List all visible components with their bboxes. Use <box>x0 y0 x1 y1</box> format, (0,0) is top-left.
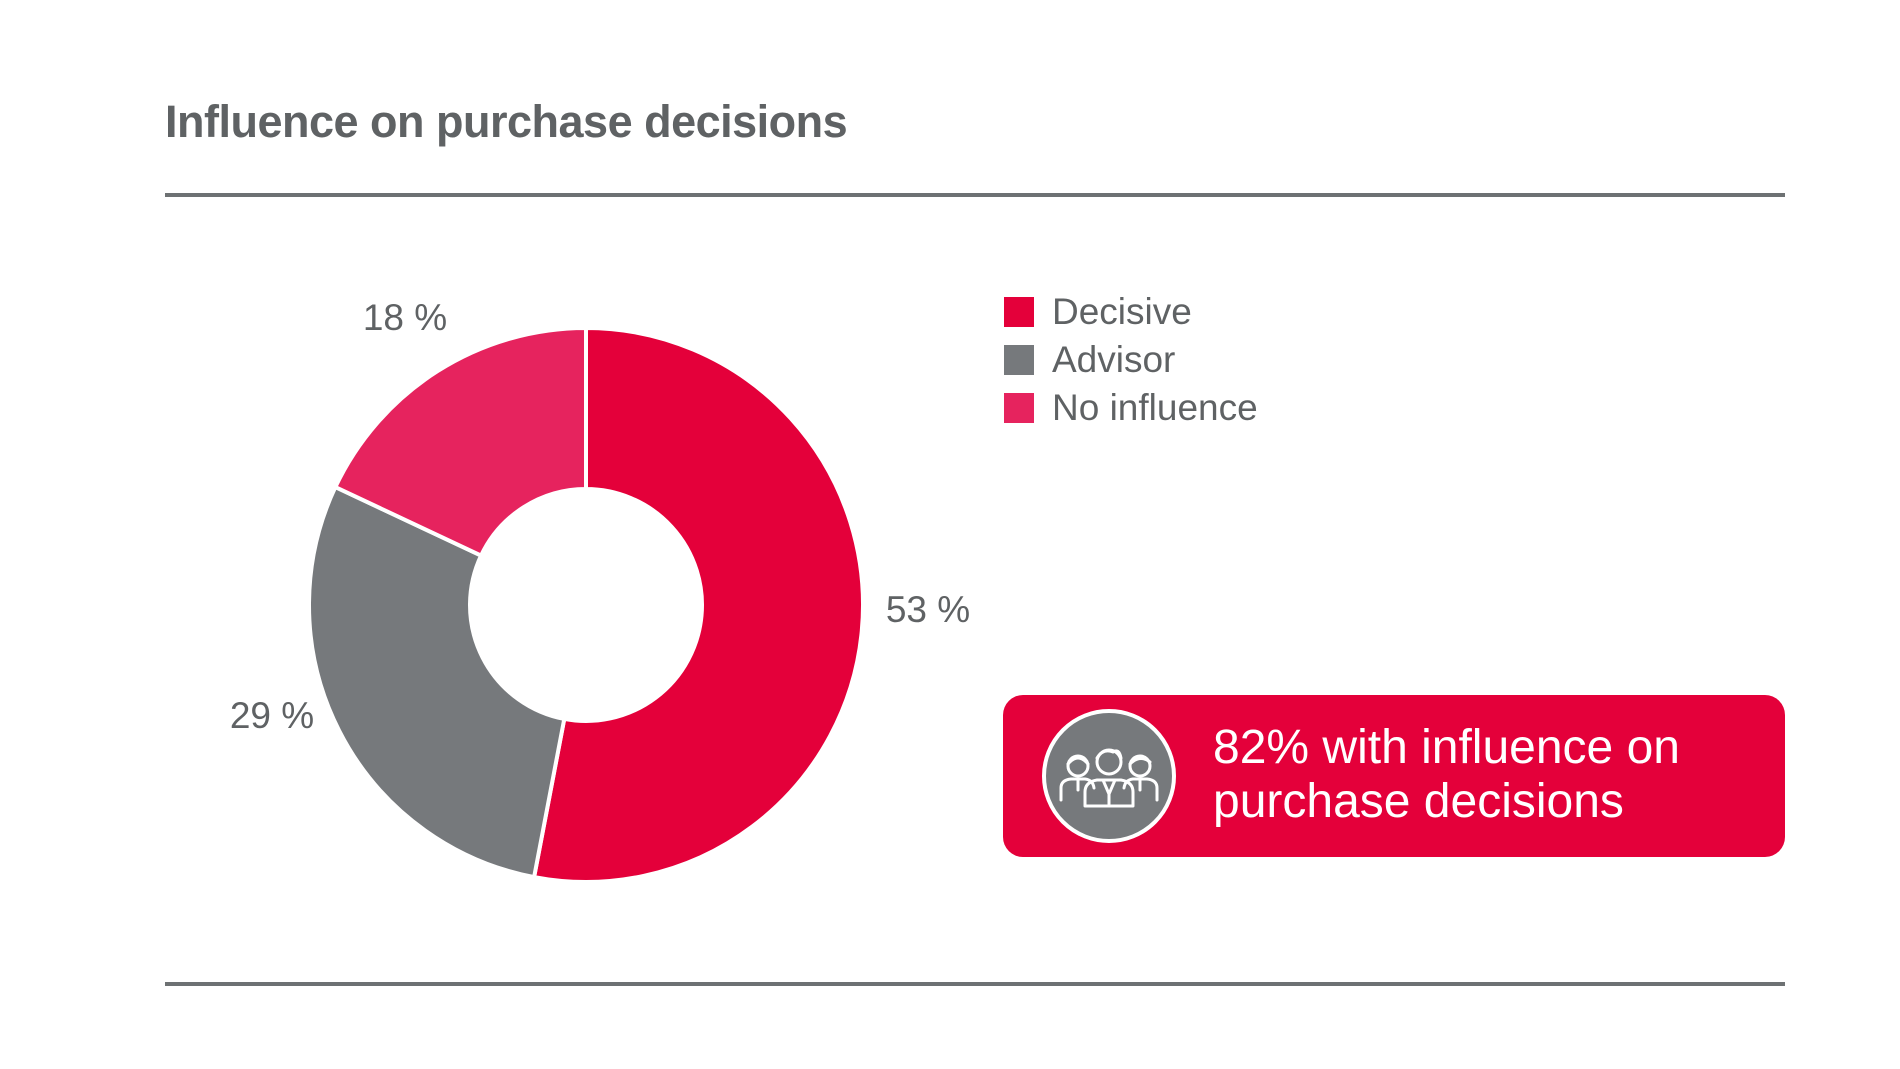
callout-text: 82% with influence on purchase decisions <box>1213 721 1680 828</box>
group-of-people-icon <box>1042 709 1176 843</box>
top-divider <box>165 193 1785 197</box>
data-label-advisor: 29 % <box>230 695 314 736</box>
bottom-divider <box>165 982 1785 986</box>
legend-swatch-advisor <box>1004 345 1034 375</box>
legend-label-decisive: Decisive <box>1052 291 1192 332</box>
donut-chart: 53 % 29 % 18 % <box>230 297 970 884</box>
legend-item-advisor: Advisor <box>1004 336 1258 384</box>
legend-swatch-decisive <box>1004 297 1034 327</box>
legend-label-no-influence: No influence <box>1052 387 1258 428</box>
chart-title: Influence on purchase decisions <box>165 96 848 147</box>
slice-advisor <box>307 484 567 880</box>
slice-no-influence <box>332 325 588 559</box>
data-label-decisive: 53 % <box>886 589 970 630</box>
slice-decisive <box>531 325 865 884</box>
legend-item-decisive: Decisive <box>1004 288 1258 336</box>
data-label-no-influence: 18 % <box>363 297 447 338</box>
summary-callout: 82% with influence on purchase decisions <box>1003 695 1785 857</box>
legend-item-no-influence: No influence <box>1004 384 1258 432</box>
legend-swatch-no-influence <box>1004 393 1034 423</box>
legend: Decisive Advisor No influence <box>1004 288 1258 432</box>
legend-label-advisor: Advisor <box>1052 339 1176 380</box>
